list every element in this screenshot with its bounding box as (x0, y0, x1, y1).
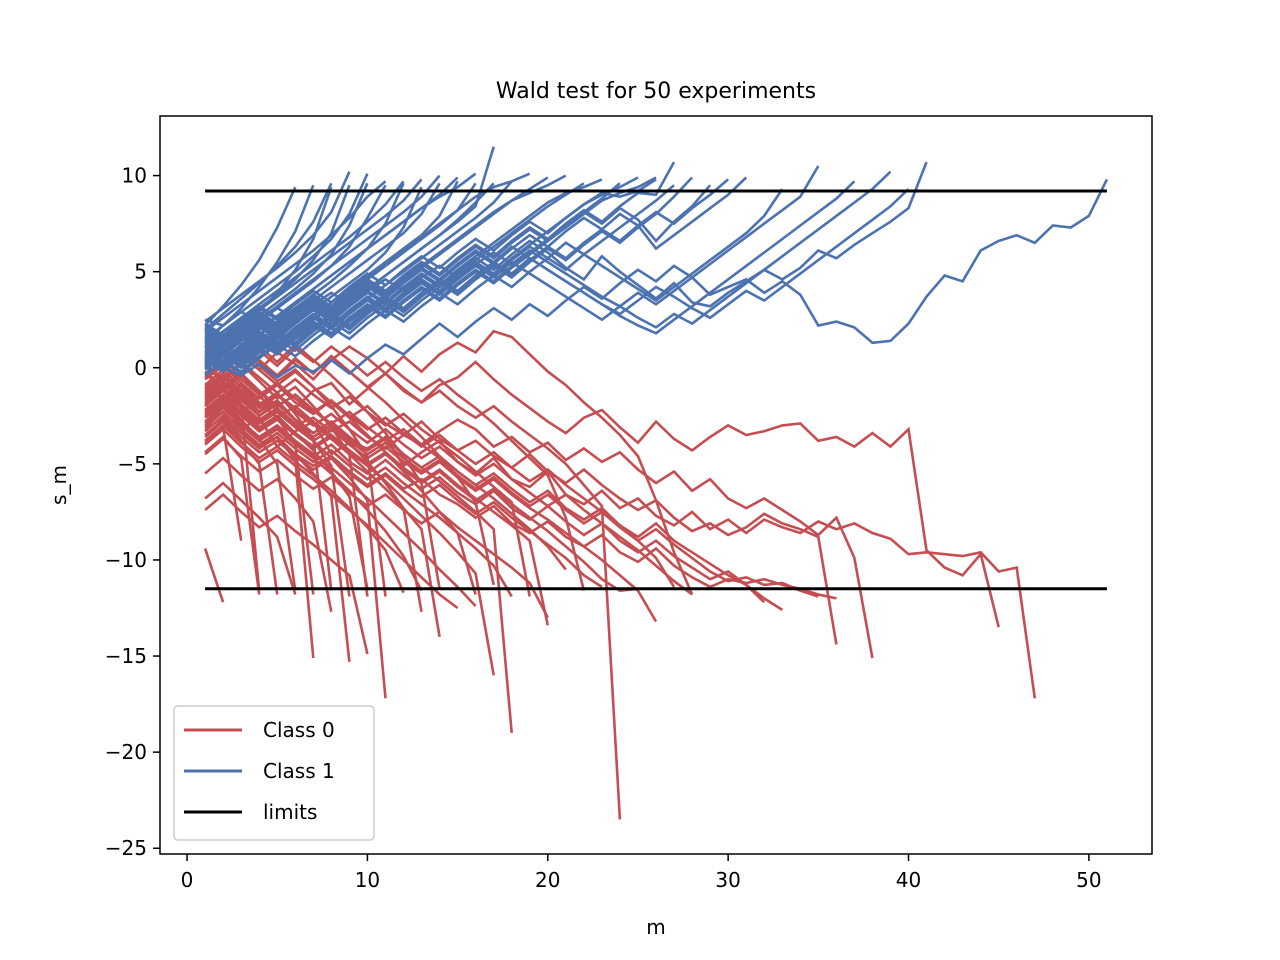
x-tick-label: 0 (181, 868, 194, 892)
class-0-series-line (204, 333, 586, 592)
y-tick-label: −5 (118, 452, 147, 476)
class-1-series-line (204, 176, 748, 353)
x-tick-label: 10 (355, 868, 380, 892)
class-0-series-line (204, 424, 243, 541)
class-1-series-line (204, 182, 405, 366)
class-0-series-line (204, 382, 495, 676)
class-1-series-line (204, 180, 856, 351)
class-1-series-line (204, 176, 657, 372)
class-0-series-line (204, 404, 783, 611)
x-tick-label: 40 (896, 868, 921, 892)
x-tick-label: 50 (1076, 868, 1101, 892)
class-0-series-line (203, 547, 225, 603)
class-0-series-line (204, 410, 315, 659)
class-1-series-line (204, 178, 423, 341)
axes-frame (159, 115, 1153, 855)
class-1-series-line (204, 161, 676, 345)
y-tick-label: 0 (134, 356, 147, 380)
class-0-series-line (204, 389, 315, 595)
class-0-series-line (204, 375, 351, 597)
class-0-series-line (204, 417, 513, 598)
legend-label-limits: limits (263, 800, 317, 824)
class-0-series-line (204, 396, 639, 593)
class-0-series-line (204, 419, 279, 595)
x-axis-label: m (646, 915, 665, 939)
legend-label-class-1: Class 1 (263, 759, 335, 783)
x-axis: 0 10 20 30 40 50 (181, 854, 1102, 892)
class-1-series-line (204, 171, 351, 323)
class-1-series-line (204, 182, 477, 368)
class-1-series-line (204, 186, 297, 327)
y-tick-label: 5 (134, 260, 147, 284)
y-tick-label: −25 (105, 836, 147, 860)
class-1-series-line (204, 184, 315, 344)
limit-lines (205, 189, 1107, 591)
class-1-series-line (204, 180, 459, 375)
class-0-series-line (204, 437, 549, 619)
y-axis-label: s_m (47, 465, 71, 505)
class-0-series-line (204, 360, 1000, 628)
y-axis: 10 5 0 −5 −10 −15 −20 −25 (105, 164, 160, 860)
class-0-series-line (204, 364, 838, 645)
plot-area (203, 146, 1109, 820)
class-0-series-line (204, 456, 333, 613)
x-tick-label: 20 (535, 868, 560, 892)
class-0-series-line (204, 394, 550, 626)
class-0-series-line (204, 362, 676, 588)
y-tick-label: −10 (105, 548, 147, 572)
class-0-series-line (204, 435, 261, 595)
class-0-series-line (204, 379, 261, 591)
class-1-series-line (204, 176, 459, 348)
chart-title: Wald test for 50 experiments (496, 79, 816, 104)
class-0-series-line (204, 387, 874, 659)
legend: Class 0 Class 1 limits (173, 705, 375, 841)
y-tick-label: 10 (122, 164, 147, 188)
y-tick-label: −15 (105, 644, 147, 668)
class-1-series-line (204, 184, 712, 347)
class-1-series-line (204, 176, 639, 339)
class-1-series-line (204, 178, 1109, 379)
class-0-series-line (204, 387, 387, 699)
class-1-series-line (204, 188, 784, 364)
class-0-series-line (204, 385, 819, 598)
class-1-series-line (204, 173, 369, 340)
y-tick-label: −20 (105, 740, 147, 764)
class-1-series-line (204, 186, 423, 369)
x-tick-label: 30 (715, 868, 740, 892)
class-0-series-line (204, 398, 297, 591)
class-0-series-line (204, 352, 477, 595)
class-1-series-line (204, 165, 820, 366)
class-0-series-line (204, 406, 423, 592)
class-0-series-line (204, 392, 369, 590)
legend-label-class-0: Class 0 (263, 718, 335, 742)
legend-box (173, 705, 375, 841)
